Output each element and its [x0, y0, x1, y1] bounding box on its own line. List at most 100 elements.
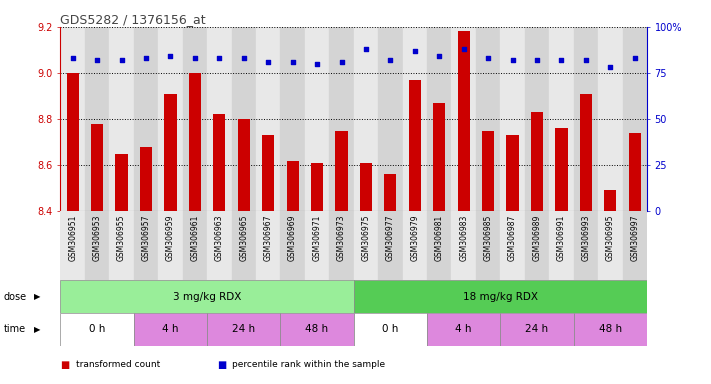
Text: GSM306995: GSM306995 [606, 215, 615, 261]
Bar [256, 27, 280, 211]
Text: ■: ■ [217, 360, 226, 370]
Bar [262, 135, 274, 211]
Bar [402, 27, 427, 211]
Bar [183, 211, 207, 280]
Text: GDS5282 / 1376156_at: GDS5282 / 1376156_at [60, 13, 206, 26]
Text: 4 h: 4 h [162, 324, 178, 334]
Bar [354, 313, 427, 346]
Text: GSM306985: GSM306985 [483, 215, 493, 261]
Bar [354, 280, 647, 313]
Point [140, 55, 151, 61]
Point [507, 57, 518, 63]
Bar [574, 313, 647, 346]
Point [262, 59, 274, 65]
Bar [329, 211, 354, 280]
Bar [60, 280, 354, 313]
Text: 48 h: 48 h [599, 324, 622, 334]
Bar [482, 131, 494, 211]
Text: GSM306965: GSM306965 [239, 215, 248, 261]
Text: GSM306969: GSM306969 [288, 215, 297, 261]
Bar [409, 80, 421, 211]
Bar [140, 147, 152, 211]
Text: GSM306987: GSM306987 [508, 215, 517, 261]
Bar [85, 211, 109, 280]
Bar [85, 27, 109, 211]
Text: GSM306959: GSM306959 [166, 215, 175, 261]
Point [434, 53, 445, 60]
Text: 18 mg/kg RDX: 18 mg/kg RDX [463, 291, 538, 302]
Point [92, 57, 103, 63]
Bar [109, 211, 134, 280]
Point [604, 65, 616, 71]
Text: 4 h: 4 h [456, 324, 472, 334]
Bar [67, 73, 79, 211]
Text: ■: ■ [60, 360, 70, 370]
Bar [60, 313, 134, 346]
Bar [134, 27, 159, 211]
Point [213, 55, 225, 61]
Point [287, 59, 299, 65]
Bar [451, 211, 476, 280]
Bar [501, 27, 525, 211]
Point [409, 48, 420, 54]
Bar [188, 73, 201, 211]
Text: 0 h: 0 h [89, 324, 105, 334]
Bar [353, 27, 378, 211]
Bar [256, 211, 280, 280]
Point [311, 61, 323, 67]
Bar [207, 27, 232, 211]
Bar [134, 313, 207, 346]
Point [580, 57, 592, 63]
Bar [287, 161, 299, 211]
Text: GSM306991: GSM306991 [557, 215, 566, 261]
Text: 48 h: 48 h [306, 324, 328, 334]
Point [556, 57, 567, 63]
Bar [384, 174, 397, 211]
Bar [353, 211, 378, 280]
Bar [427, 27, 451, 211]
Bar [579, 94, 592, 211]
Bar [158, 211, 183, 280]
Text: 3 mg/kg RDX: 3 mg/kg RDX [173, 291, 241, 302]
Bar [458, 31, 470, 211]
Bar [574, 211, 598, 280]
Bar [280, 211, 305, 280]
Text: GSM306981: GSM306981 [434, 215, 444, 261]
Text: GSM306957: GSM306957 [141, 215, 151, 261]
Text: 24 h: 24 h [525, 324, 549, 334]
Bar [164, 94, 176, 211]
Bar [213, 114, 225, 211]
Bar [280, 27, 305, 211]
Text: percentile rank within the sample: percentile rank within the sample [232, 360, 385, 369]
Bar [305, 27, 329, 211]
Bar [433, 103, 445, 211]
Point [385, 57, 396, 63]
Bar [158, 27, 183, 211]
Text: GSM306997: GSM306997 [630, 215, 639, 261]
Bar [134, 211, 159, 280]
Text: GSM306975: GSM306975 [361, 215, 370, 261]
Text: GSM306963: GSM306963 [215, 215, 224, 261]
Bar [305, 211, 329, 280]
Text: time: time [4, 324, 26, 334]
Point [67, 55, 78, 61]
Text: GSM306967: GSM306967 [264, 215, 273, 261]
Bar [598, 211, 623, 280]
Bar [329, 27, 354, 211]
Bar [378, 211, 402, 280]
Bar [427, 313, 501, 346]
Text: GSM306993: GSM306993 [582, 215, 590, 261]
Bar [555, 128, 567, 211]
Bar [506, 135, 519, 211]
Bar [598, 27, 623, 211]
Bar [427, 211, 451, 280]
Text: GSM306961: GSM306961 [191, 215, 199, 261]
Text: 24 h: 24 h [232, 324, 255, 334]
Text: GSM306989: GSM306989 [533, 215, 542, 261]
Point [360, 46, 372, 52]
Bar [360, 163, 372, 211]
Bar [501, 313, 574, 346]
Bar [623, 27, 647, 211]
Text: dose: dose [4, 291, 27, 302]
Point [238, 55, 250, 61]
